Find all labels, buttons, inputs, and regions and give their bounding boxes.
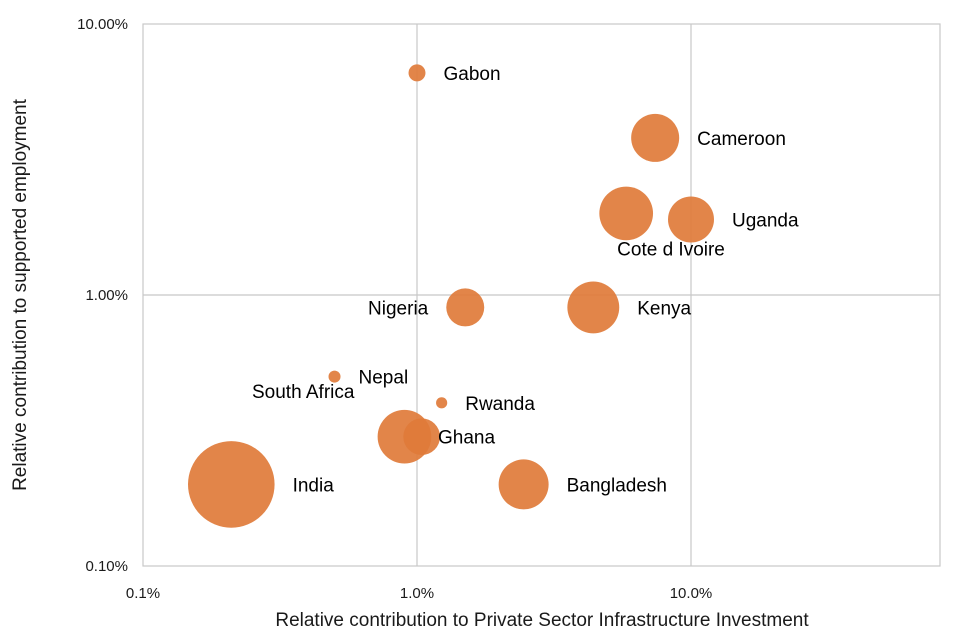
point-label-uganda: Uganda — [732, 210, 799, 231]
bubble-uganda — [668, 196, 714, 243]
x-tick-label: 1.0% — [400, 585, 434, 602]
bubble-india — [187, 441, 275, 528]
bubble-cote-d-ivoire — [599, 186, 654, 241]
point-label-cameroon: Cameroon — [697, 129, 786, 150]
axis-ticks: 0.1% 1.0% 10.0% 0.10% 1.00% 10.00% — [77, 16, 712, 602]
bubble-cameroon — [631, 113, 680, 162]
point-label-bangladesh: Bangladesh — [567, 475, 667, 496]
bubble-kenya — [567, 281, 620, 334]
point-label-nigeria: Nigeria — [368, 298, 429, 319]
point-labels: Gabon Cameroon Cote d Ivoire Uganda Nigeria K… — [252, 64, 799, 497]
point-label-rwanda: Rwanda — [465, 394, 535, 415]
point-label-cote-d-ivoire: Cote d Ivoire — [617, 239, 725, 260]
bubbles — [187, 64, 714, 528]
grid-lines — [142, 23, 941, 567]
bubble-bangladesh — [498, 459, 549, 510]
bubble-rwanda — [436, 397, 448, 409]
bubble-ghana — [403, 418, 441, 456]
point-label-india: India — [293, 475, 335, 496]
x-tick-label: 10.0% — [670, 585, 713, 602]
point-label-south-africa: South Africa — [252, 382, 355, 403]
x-axis-title: Relative contribution to Private Sector … — [275, 610, 809, 631]
bubble-nepal — [328, 370, 341, 383]
y-tick-label: 10.00% — [77, 16, 128, 33]
point-label-nepal: Nepal — [359, 368, 409, 389]
point-label-kenya: Kenya — [637, 298, 691, 319]
y-tick-label: 1.00% — [85, 287, 128, 304]
point-label-gabon: Gabon — [443, 64, 500, 85]
y-tick-label: 0.10% — [85, 558, 128, 575]
x-tick-label: 0.1% — [126, 585, 160, 602]
bubble-gabon — [408, 64, 426, 82]
bubble-nigeria — [446, 288, 485, 327]
y-axis-title: Relative contribution to supported emplo… — [10, 98, 31, 491]
point-label-ghana: Ghana — [438, 428, 495, 449]
